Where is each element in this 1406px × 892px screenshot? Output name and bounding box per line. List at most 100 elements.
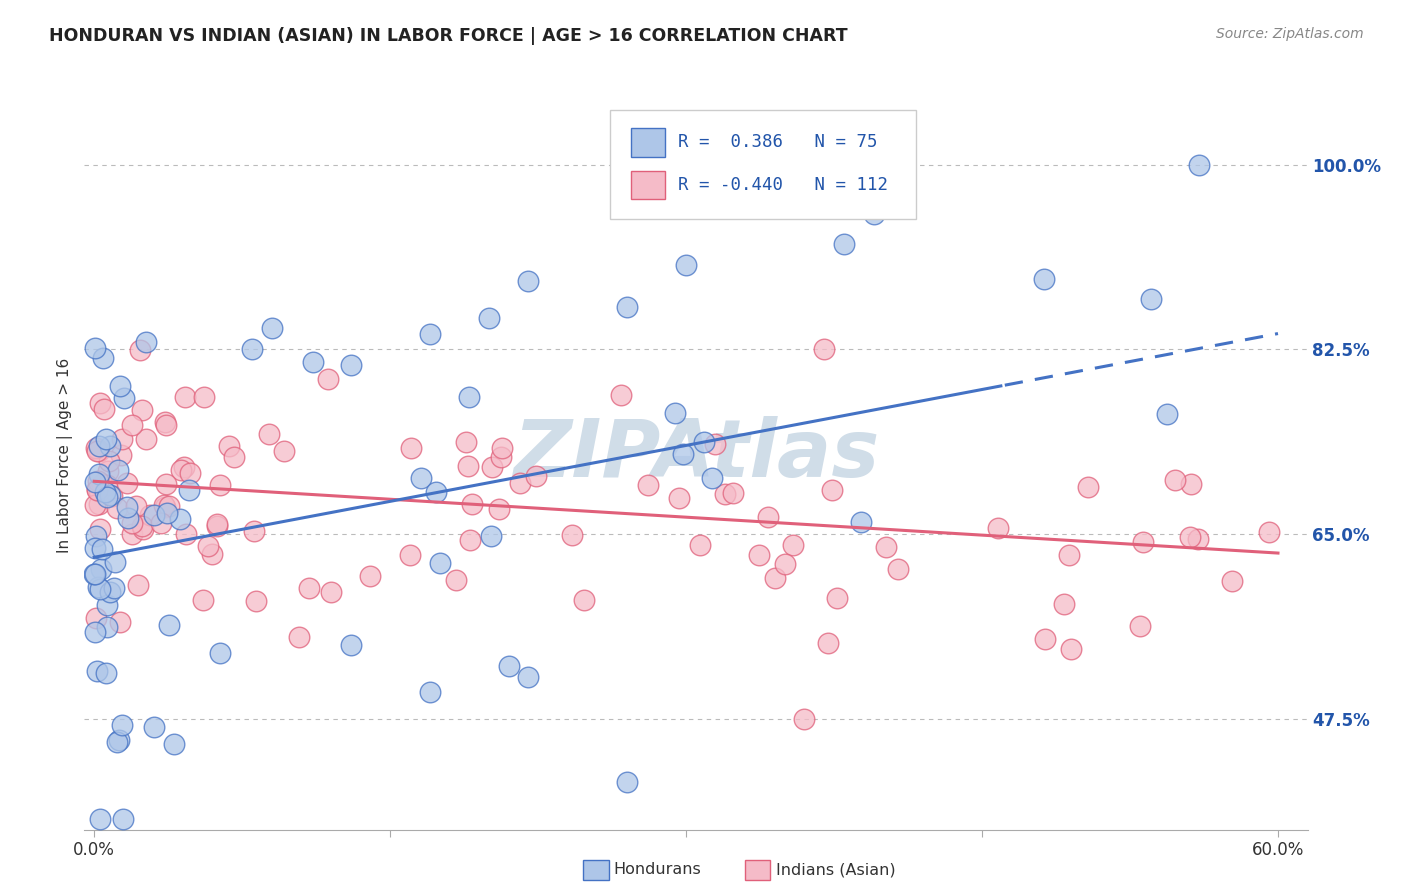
Point	[105, 500, 128, 515]
Point	[419, 326, 441, 341]
Point	[987, 521, 1010, 535]
Point	[93, 402, 115, 417]
Point	[89, 582, 111, 597]
Point	[90, 476, 112, 491]
Point	[83, 566, 105, 581]
Point	[157, 499, 180, 513]
Y-axis label: In Labor Force | Age > 16: In Labor Force | Age > 16	[58, 358, 73, 552]
Point	[131, 522, 153, 536]
Point	[135, 432, 157, 446]
Point	[756, 510, 779, 524]
Point	[610, 388, 633, 402]
Point	[131, 403, 153, 417]
Point	[84, 342, 107, 356]
Point	[672, 447, 695, 461]
Point	[96, 464, 118, 478]
Point	[399, 441, 422, 455]
Point	[96, 477, 118, 491]
Point	[1053, 597, 1076, 611]
Point	[1033, 272, 1056, 286]
Point	[1059, 548, 1081, 562]
Point	[1060, 641, 1083, 656]
FancyBboxPatch shape	[610, 111, 917, 219]
Point	[478, 310, 501, 325]
Point	[127, 578, 149, 592]
Point	[87, 474, 110, 488]
Point	[1188, 158, 1211, 172]
Point	[84, 541, 107, 556]
Point	[429, 556, 451, 570]
Text: Indians (Asian): Indians (Asian)	[776, 863, 896, 877]
Point	[637, 477, 659, 491]
Point	[84, 566, 107, 581]
Text: ZIPAtlas: ZIPAtlas	[513, 416, 879, 494]
Point	[572, 593, 595, 607]
Point	[207, 517, 229, 532]
Point	[173, 459, 195, 474]
Point	[1220, 574, 1243, 589]
Point	[89, 483, 111, 498]
Point	[86, 611, 108, 625]
Point	[173, 390, 195, 404]
Point	[156, 506, 179, 520]
Point	[170, 463, 193, 477]
Point	[616, 775, 638, 789]
Point	[851, 516, 873, 530]
Point	[98, 439, 121, 453]
Point	[149, 516, 172, 530]
Point	[409, 471, 432, 485]
Point	[87, 497, 110, 511]
Point	[96, 619, 118, 633]
Point	[86, 443, 108, 458]
Point	[887, 562, 910, 576]
Point	[273, 444, 295, 458]
Point	[209, 646, 232, 660]
Point	[821, 483, 844, 498]
Point	[298, 581, 321, 595]
Point	[260, 321, 283, 335]
Point	[425, 485, 447, 500]
Point	[121, 418, 143, 433]
Point	[129, 343, 152, 358]
Point	[108, 615, 131, 629]
Point	[218, 439, 240, 453]
Point	[1033, 632, 1056, 646]
FancyBboxPatch shape	[631, 128, 665, 157]
Point	[517, 274, 540, 288]
Point	[517, 669, 540, 683]
Point	[86, 483, 108, 497]
Point	[142, 508, 165, 523]
Point	[461, 497, 484, 511]
Point	[460, 533, 482, 548]
Point	[825, 591, 848, 605]
Point	[1180, 477, 1202, 491]
Point	[287, 631, 309, 645]
Point	[704, 437, 727, 451]
Text: HONDURAN VS INDIAN (ASIAN) IN LABOR FORCE | AGE > 16 CORRELATION CHART: HONDURAN VS INDIAN (ASIAN) IN LABOR FORC…	[49, 27, 848, 45]
Point	[209, 478, 232, 492]
Point	[193, 390, 215, 404]
Point	[177, 483, 200, 497]
Point	[693, 434, 716, 449]
Point	[135, 335, 157, 350]
Point	[89, 562, 111, 576]
Point	[832, 236, 855, 251]
Point	[87, 443, 110, 458]
Point	[105, 735, 128, 749]
Point	[399, 548, 422, 562]
Point	[142, 720, 165, 734]
Point	[108, 379, 131, 393]
Point	[163, 737, 186, 751]
Point	[84, 441, 107, 455]
Point	[242, 524, 264, 539]
Point	[491, 450, 513, 465]
Point	[458, 390, 481, 404]
Point	[1258, 525, 1281, 540]
Point	[224, 450, 246, 465]
Point	[84, 498, 107, 512]
Point	[138, 508, 160, 522]
Point	[104, 555, 127, 569]
Point	[1187, 533, 1209, 547]
Point	[257, 426, 280, 441]
Point	[813, 343, 835, 357]
